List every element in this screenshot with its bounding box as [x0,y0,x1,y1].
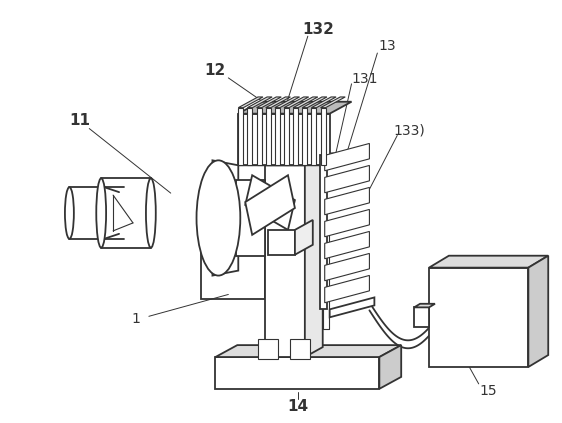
Polygon shape [238,154,352,165]
Text: 13: 13 [378,39,396,53]
Polygon shape [238,114,330,165]
Polygon shape [305,155,323,357]
Ellipse shape [65,187,74,239]
Polygon shape [325,143,369,171]
Polygon shape [257,97,281,108]
Polygon shape [414,304,435,308]
Text: 131: 131 [351,72,378,86]
Polygon shape [325,209,369,237]
Text: 12: 12 [205,63,226,78]
Polygon shape [429,268,528,367]
Polygon shape [275,97,300,108]
Polygon shape [284,108,289,165]
Polygon shape [311,108,316,165]
Polygon shape [238,108,243,165]
Polygon shape [257,108,261,165]
Ellipse shape [197,160,241,275]
Polygon shape [295,220,313,255]
Text: 132: 132 [302,22,334,37]
Polygon shape [414,308,429,327]
Polygon shape [325,231,369,259]
Polygon shape [320,108,325,165]
Polygon shape [429,256,549,268]
Polygon shape [528,256,549,367]
Ellipse shape [96,178,106,248]
Polygon shape [293,97,318,108]
Polygon shape [212,160,238,275]
Polygon shape [325,275,369,303]
Polygon shape [247,97,272,108]
Text: 11: 11 [69,113,90,128]
Polygon shape [266,97,291,108]
Polygon shape [293,108,298,165]
Polygon shape [245,175,295,230]
Polygon shape [247,108,252,165]
Polygon shape [265,165,305,357]
Polygon shape [201,185,265,299]
Polygon shape [275,108,280,165]
Polygon shape [238,97,263,108]
Ellipse shape [146,178,156,248]
Text: 14: 14 [287,399,309,414]
Polygon shape [325,253,369,281]
Polygon shape [325,165,369,193]
Polygon shape [268,230,295,255]
Polygon shape [236,180,265,256]
Polygon shape [284,97,309,108]
Text: 133): 133) [393,124,425,137]
Polygon shape [311,97,336,108]
Polygon shape [302,97,327,108]
Polygon shape [238,102,352,114]
Polygon shape [215,345,401,357]
Polygon shape [258,339,278,359]
Polygon shape [320,155,327,309]
Polygon shape [215,357,379,389]
Polygon shape [379,345,401,389]
Text: 1: 1 [132,312,140,326]
Polygon shape [266,108,271,165]
Polygon shape [325,187,369,215]
Polygon shape [330,297,374,317]
Polygon shape [265,155,323,165]
Polygon shape [245,175,295,235]
Polygon shape [302,108,307,165]
Text: 15: 15 [480,384,497,398]
Polygon shape [320,97,345,108]
Polygon shape [290,339,310,359]
